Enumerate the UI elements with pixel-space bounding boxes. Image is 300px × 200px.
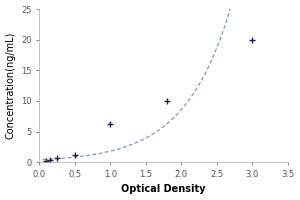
Y-axis label: Concentration(ng/mL): Concentration(ng/mL) [6, 32, 16, 139]
X-axis label: Optical Density: Optical Density [121, 184, 206, 194]
